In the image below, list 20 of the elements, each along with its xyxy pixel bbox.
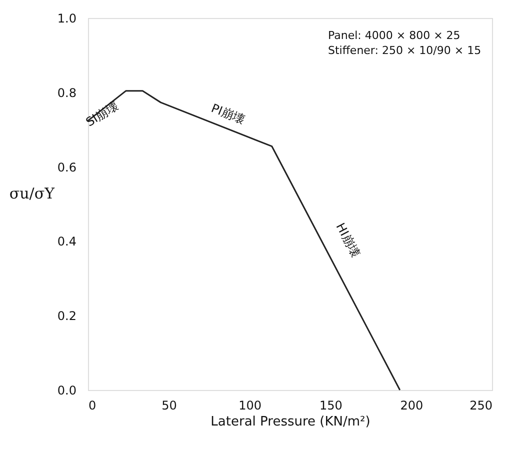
- x-tick-label: 100: [238, 398, 262, 412]
- x-tick-label: 200: [400, 398, 424, 412]
- y-tick-label: 0.6: [57, 160, 76, 174]
- annotation: Stiffener: 250 × 10/90 × 15: [328, 44, 482, 57]
- x-axis-title: Lateral Pressure (KN/m²): [210, 414, 370, 430]
- y-tick-label: 0.8: [57, 86, 76, 100]
- y-tick-label: 0.2: [57, 309, 76, 324]
- annotation: SI崩壊: [83, 98, 121, 130]
- annotation: HI崩壊: [333, 220, 363, 260]
- x-tick-label: 250: [470, 398, 492, 412]
- y-tick-label: 0.0: [57, 384, 76, 398]
- annotation: PI崩壊: [209, 100, 247, 128]
- x-tick-label: 50: [162, 398, 177, 412]
- x-tick-label: 150: [319, 398, 342, 412]
- x-tick-label: 0: [88, 398, 96, 412]
- annotation: Panel: 4000 × 800 × 25: [328, 29, 460, 42]
- line-series: [87, 90, 401, 391]
- y-axis-title: σu/σY: [9, 184, 56, 202]
- y-tick-label: 0.4: [57, 234, 76, 249]
- y-tick-label: 1.0: [57, 12, 76, 26]
